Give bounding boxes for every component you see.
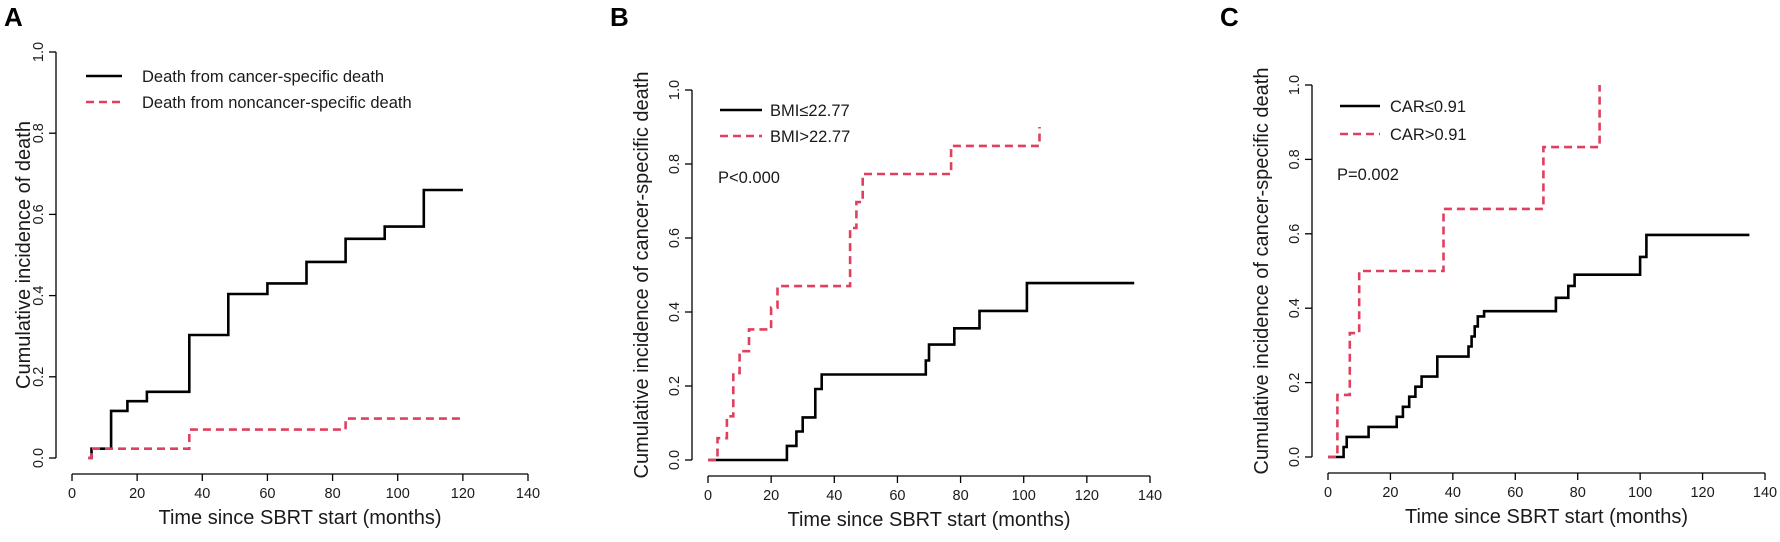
series-line-dashed [708, 127, 1041, 462]
series-line-solid [1328, 233, 1750, 459]
x-tick-label: 140 [1753, 485, 1777, 501]
x-tick-label: 20 [129, 486, 145, 502]
y-tick-label: 1.0 [1287, 75, 1303, 95]
x-tick-label: 80 [1570, 485, 1586, 501]
y-tick-label: 1.0 [31, 42, 47, 62]
x-tick-label: 40 [826, 488, 842, 504]
panel-letter: C [1220, 2, 1239, 32]
panel-c: C 0 20 40 60 80 100 120 140 Time since SBRT start… [1220, 2, 1777, 528]
y-tick-label: 0.2 [667, 376, 683, 396]
p-value-annotation: P=0.002 [1337, 166, 1399, 184]
series-line-solid [88, 188, 463, 460]
x-tick-label: 100 [386, 486, 410, 502]
x-tick-label: 100 [1012, 488, 1036, 504]
y-tick-label: 0.2 [31, 367, 47, 387]
y-tick-label: 0.6 [1287, 224, 1303, 244]
series-line-dashed [1328, 85, 1601, 459]
x-tick-label: 40 [1445, 485, 1461, 501]
legend-label: Death from cancer-specific death [142, 68, 384, 86]
panel-b: B 0 20 40 60 80 100 120 140 Time since SBRT start… [610, 2, 1162, 531]
y-tick-label: 1.0 [667, 80, 683, 100]
y-axis-title: Cumulative incidence of death [13, 121, 35, 389]
x-tick-label: 120 [1075, 488, 1099, 504]
x-tick-label: 20 [1382, 485, 1398, 501]
x-tick-label: 120 [1690, 485, 1714, 501]
x-tick-label: 100 [1628, 485, 1652, 501]
y-tick-label: 0.0 [667, 450, 683, 470]
legend-label: Death from noncancer-specific death [142, 94, 412, 112]
x-tick-label: 20 [763, 488, 779, 504]
y-tick-label: 0.6 [31, 204, 47, 224]
series-line-dashed [88, 417, 463, 460]
y-tick-label: 0.8 [667, 154, 683, 174]
x-tick-label: 60 [259, 486, 275, 502]
x-tick-label: 80 [325, 486, 341, 502]
y-tick-label: 0.0 [1287, 447, 1303, 467]
x-axis-title: Time since SBRT start (months) [787, 509, 1070, 531]
x-tick-label: 60 [1507, 485, 1523, 501]
x-tick-label: 40 [194, 486, 210, 502]
p-value-annotation: P<0.000 [718, 169, 780, 187]
y-tick-label: 0.4 [667, 302, 683, 322]
legend-label: CAR>0.91 [1390, 126, 1467, 144]
y-tick-label: 0.4 [31, 286, 47, 306]
panel-letter: B [610, 2, 629, 32]
y-tick-label: 0.6 [667, 228, 683, 248]
x-tick-label: 120 [451, 486, 475, 502]
legend-label: BMI≤22.77 [770, 102, 850, 120]
legend-label: CAR≤0.91 [1390, 98, 1466, 116]
panel-letter: A [4, 2, 23, 32]
panel-a: A 0 20 40 60 80 100 120 140 Time since SBRT start… [4, 2, 540, 529]
y-tick-label: 0.8 [31, 123, 47, 143]
x-tick-label: 0 [704, 488, 712, 504]
y-axis-title: Cumulative incidence of cancer-specific … [1251, 68, 1273, 475]
series-line-solid [708, 281, 1135, 462]
x-tick-label: 0 [1324, 485, 1332, 501]
x-tick-label: 80 [953, 488, 969, 504]
y-tick-label: 0.8 [1287, 149, 1303, 169]
x-tick-label: 140 [516, 486, 540, 502]
x-tick-label: 60 [889, 488, 905, 504]
x-axis-title: Time since SBRT start (months) [1405, 506, 1688, 528]
y-tick-label: 0.4 [1287, 298, 1303, 318]
x-tick-label: 0 [68, 486, 76, 502]
y-tick-label: 0.0 [31, 448, 47, 468]
legend-label: BMI>22.77 [770, 128, 850, 146]
y-tick-label: 0.2 [1287, 373, 1303, 393]
y-axis-title: Cumulative incidence of cancer-specific … [631, 72, 653, 479]
x-axis-title: Time since SBRT start (months) [158, 507, 441, 529]
x-tick-label: 140 [1138, 488, 1162, 504]
